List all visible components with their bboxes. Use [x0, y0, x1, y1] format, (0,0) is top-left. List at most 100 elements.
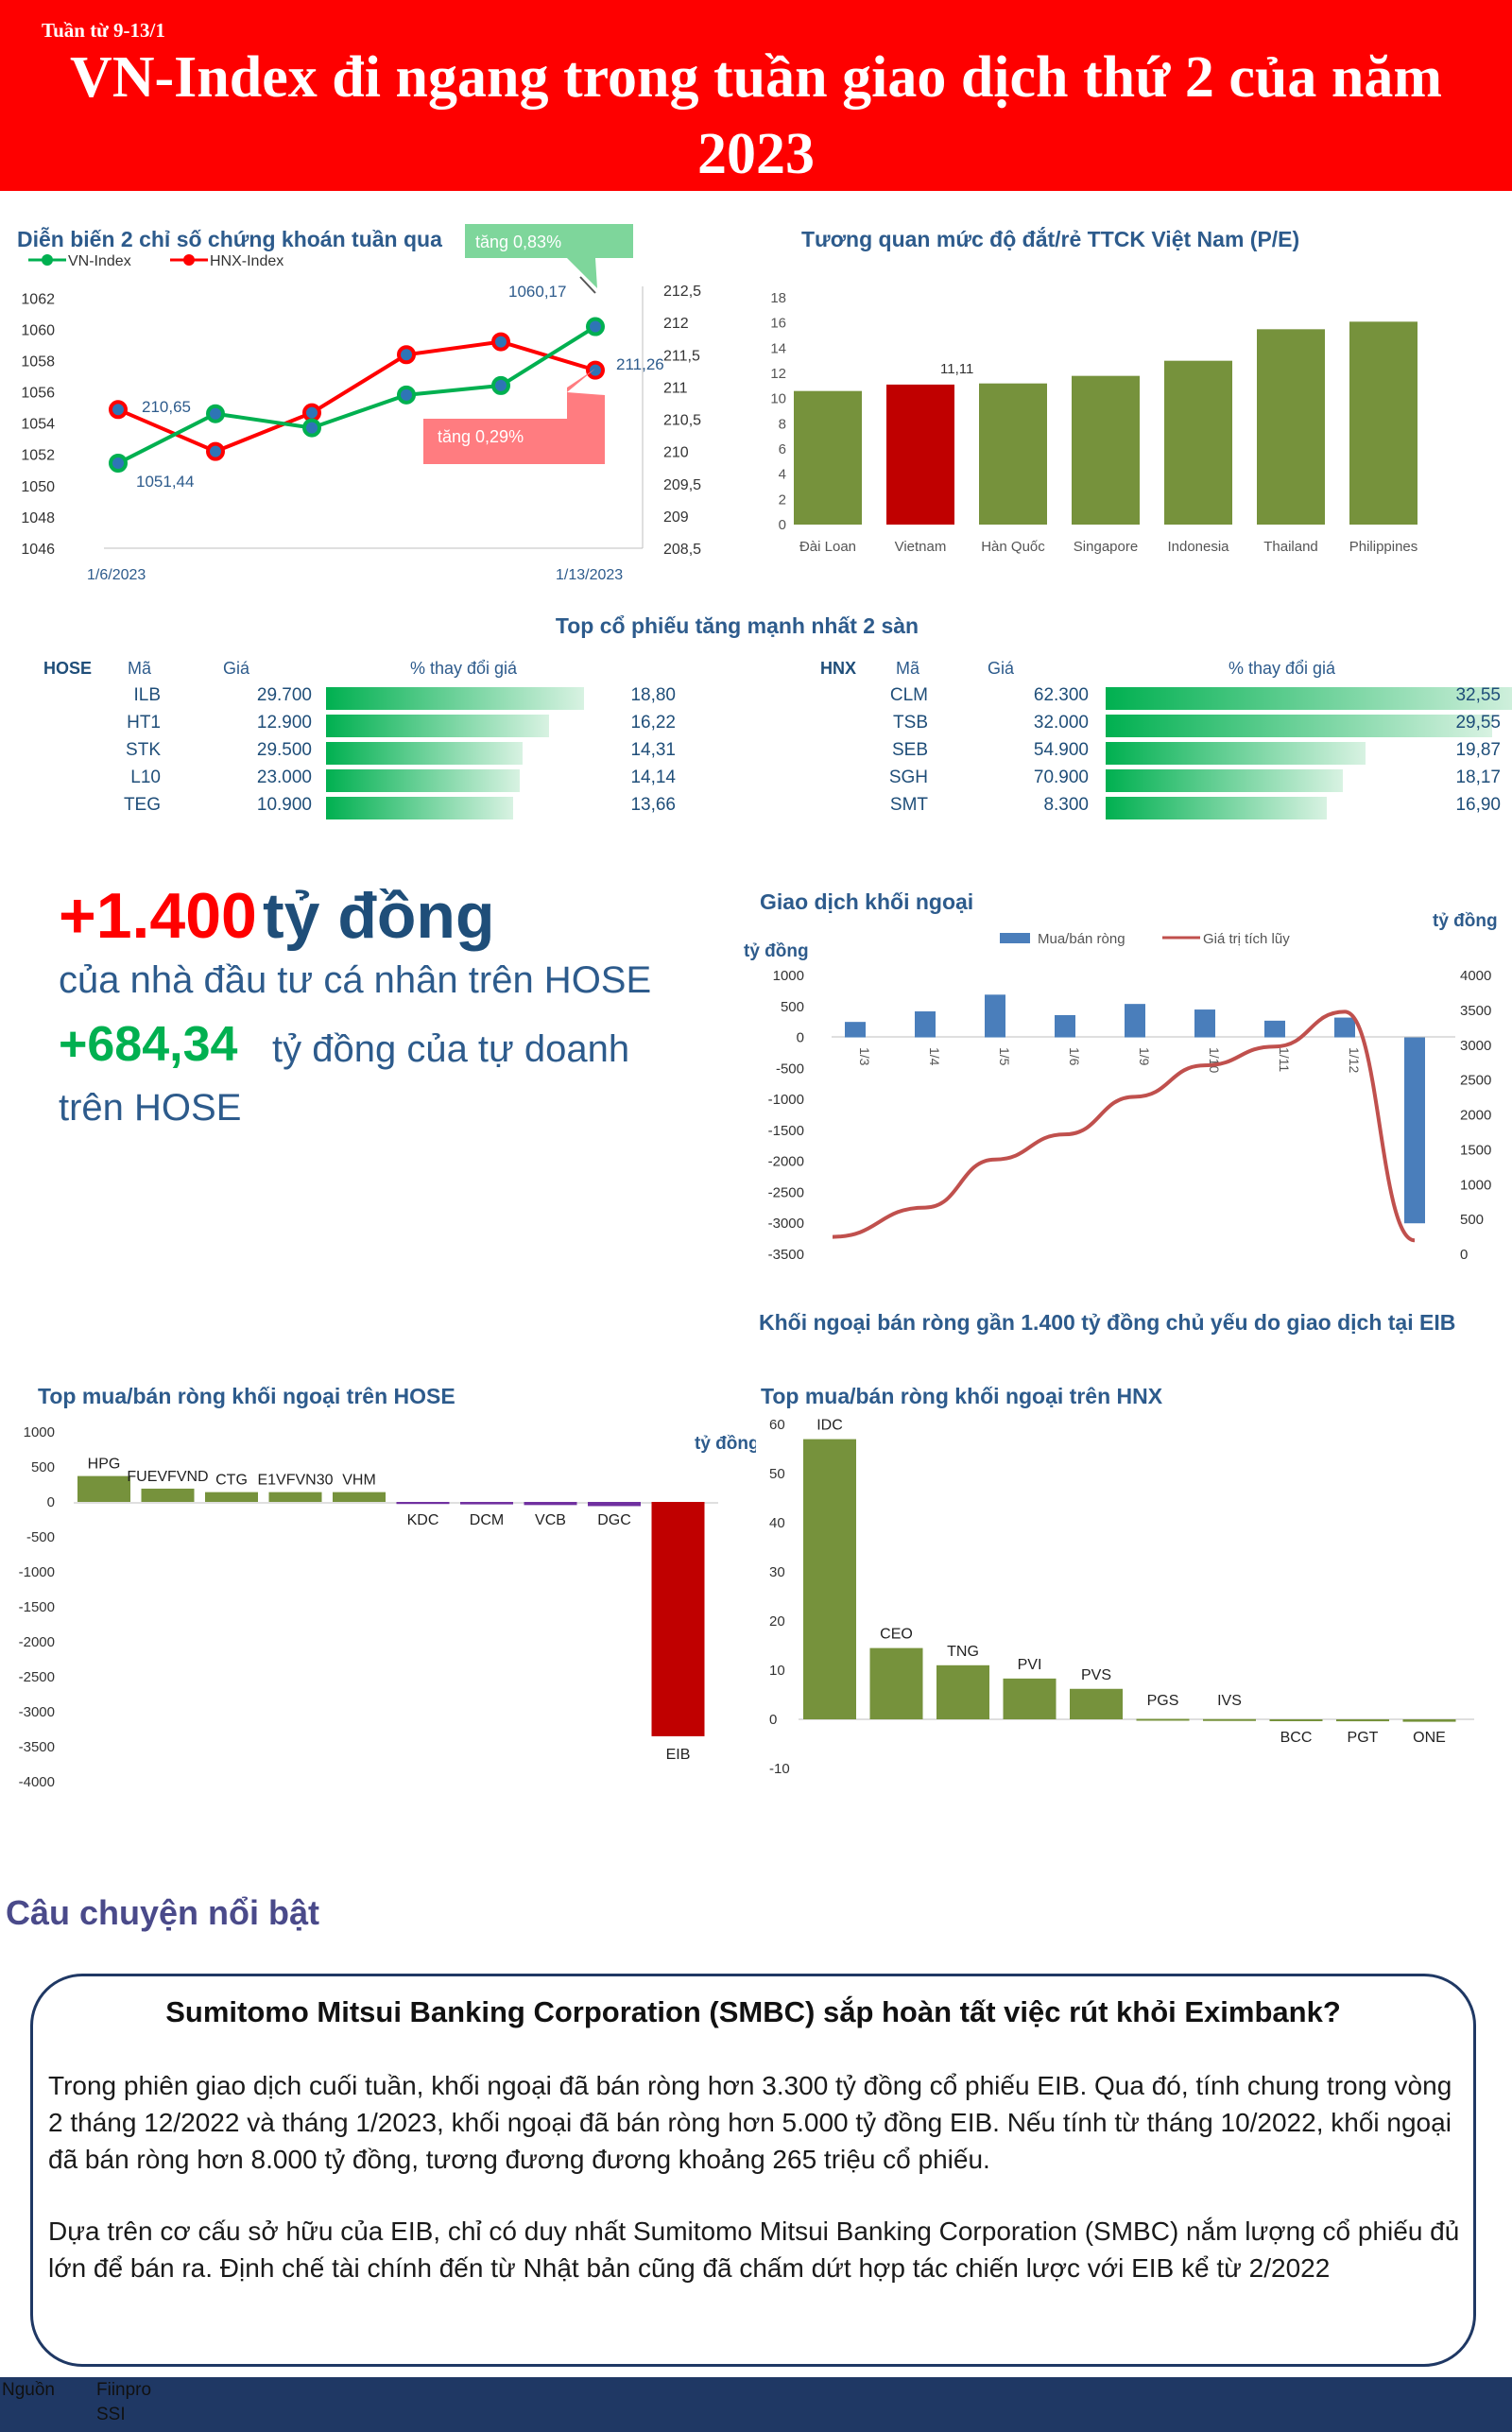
hnx-foreign-bar-ONE: [1402, 1719, 1456, 1722]
hose-foreign-label: EIB: [666, 1747, 691, 1763]
pe-category-label: Indonesia: [1167, 539, 1229, 555]
right-tick-label: 209,5: [663, 477, 701, 493]
hose-foreign-bar-DCM: [460, 1502, 513, 1505]
hnx-foreign-bar-PVI: [1003, 1678, 1057, 1719]
hnx-foreign-label: TNG: [947, 1644, 979, 1660]
hose-foreign-bar-FUEVFVND: [141, 1488, 195, 1502]
story-title: Sumitomo Mitsui Banking Corporation (SMB…: [165, 1995, 1341, 2028]
hnx-point: [302, 403, 321, 423]
hose-foreign-bar-VHM: [333, 1492, 386, 1502]
hose-foreign-tick: -2000: [19, 1634, 55, 1650]
left-tick-label: 1056: [21, 386, 55, 402]
hnx-col-change: % thay đổi giá: [1228, 659, 1336, 678]
hnx-foreign-bars: IDC CEO TNG PVI PVS PGS IVS BCC PGT ONE: [803, 1418, 1456, 1746]
gainer-row: L10 23.000 14,14: [38, 768, 676, 794]
legend-line-label: Giá trị tích lũy: [1203, 931, 1290, 947]
hnx-callout-box: [423, 369, 605, 464]
vn-callout-text: tăng 0,83%: [475, 233, 561, 251]
foreign-right-ticks: 4000 3500 3000 2500 2000 1500 1000 500 0: [1460, 968, 1491, 1263]
gainer-bar: [326, 742, 523, 765]
foreign-right-tick: 0: [1460, 1247, 1468, 1263]
gainer-code: SMT: [889, 795, 928, 815]
gainer-row: TSB 32.000 29,55: [803, 713, 1512, 739]
foreign-date-label: 1/9: [1137, 1047, 1152, 1066]
pe-tick-label: 16: [770, 316, 786, 332]
gainer-bar: [1106, 797, 1327, 819]
title-banner: [0, 0, 1512, 191]
gainer-row: SEB 54.900 19,87: [803, 740, 1512, 767]
foreign-date-label: 1/3: [857, 1047, 872, 1066]
top-gainers-section: Top cổ phiếu tăng mạnh nhất 2 sàn HOSE M…: [0, 610, 1512, 827]
pe-bar-Thailand: [1257, 329, 1325, 525]
story-paragraph-2: Dựa trên cơ cấu sở hữu của EIB, chỉ có d…: [48, 2216, 1460, 2283]
vn-point: [491, 375, 510, 395]
story-paragraph-1: Trong phiên giao dịch cuối tuần, khối ng…: [48, 2071, 1452, 2174]
foreign-bar: [1125, 1004, 1145, 1038]
hose-foreign-bar-E1VFVN30: [268, 1492, 322, 1502]
gainer-bar: [1106, 742, 1366, 765]
hose-foreign-tick: -1000: [19, 1564, 55, 1580]
vn-point: [397, 385, 416, 405]
pe-category-label: Vietnam: [895, 539, 947, 555]
gainer-code: ILB: [133, 685, 161, 705]
pe-bar-Vietnam: [886, 384, 954, 525]
source-label: Nguồn: [2, 2380, 55, 2400]
gainer-price: 29.700: [256, 685, 312, 705]
pe-tick-label: 8: [779, 416, 786, 432]
hose-foreign-tick: 1000: [24, 1424, 55, 1440]
hnx-foreign-label: PGS: [1147, 1693, 1179, 1709]
hnx-foreign-chart: Top mua/bán ròng khối ngoại trên HNX 60 5…: [761, 1384, 1474, 1777]
foreign-date-label: 1/6: [1067, 1047, 1082, 1066]
hose-foreign-label: E1VFVN30: [257, 1473, 333, 1489]
foreign-left-tick: -2000: [768, 1154, 804, 1170]
hnx-foreign-label: CEO: [880, 1627, 913, 1643]
gainer-pct: 16,90: [1455, 795, 1501, 815]
source-ssi: SSI: [96, 2405, 126, 2424]
foreign-right-tick: 500: [1460, 1212, 1484, 1228]
legend-hnx-label: HNX-Index: [210, 253, 284, 269]
foreign-right-tick: 4000: [1460, 968, 1491, 984]
hose-foreign-label: DCM: [470, 1512, 504, 1528]
hnx-foreign-tick: 0: [769, 1712, 777, 1728]
gainer-pct: 14,31: [630, 740, 676, 760]
gainer-row: TEG 10.900 13,66: [38, 795, 676, 821]
hose-foreign-tick: -2500: [19, 1669, 55, 1685]
gainer-row: CLM 62.300 32,55: [803, 685, 1512, 712]
gainer-bar: [326, 715, 549, 737]
hnx-last-label: 211,26: [616, 355, 664, 373]
story-box: Sumitomo Mitsui Banking Corporation (SMB…: [30, 1974, 1476, 2367]
gainer-price: 10.900: [256, 795, 312, 815]
gainer-row: SMT 8.300 16,90: [803, 795, 1512, 821]
hose-foreign-tick: -3500: [19, 1739, 55, 1755]
gainer-pct: 18,17: [1455, 768, 1501, 787]
gainer-price: 23.000: [256, 768, 312, 787]
pe-bar-Singapore: [1072, 375, 1140, 525]
hose-foreign-bars: HPG FUEVFVND CTG E1VFVN30 VHM KDC DCM VCB DGC EIB: [77, 1457, 705, 1763]
hnx-foreign-bar-PGS: [1136, 1718, 1190, 1721]
foreign-bar: [1334, 1017, 1355, 1038]
hose-foreign-bar-DGC: [588, 1502, 641, 1507]
foreign-date-label: 1/4: [927, 1047, 942, 1066]
pe-tick-label: 2: [779, 492, 786, 508]
hnx-foreign-ticks: 60 50 40 30 20 10 0 -10: [769, 1417, 790, 1777]
gainer-row: STK 29.500 14,31: [38, 740, 676, 767]
vn-callout-arrow: [579, 276, 596, 294]
foreign-date-labels: 1/3 1/4 1/5 1/6 1/9 1/10 1/11 1/12: [857, 1047, 1362, 1073]
pe-tick-label: 18: [770, 290, 786, 306]
gainer-price: 32.000: [1033, 713, 1089, 733]
source-fiinpro: Fiinpro: [96, 2380, 152, 2400]
left-tick-label: 1052: [21, 448, 55, 464]
hose-foreign-tick: -3000: [19, 1704, 55, 1720]
x-start-label: 1/6/2023: [87, 567, 146, 583]
foreign-left-ticks: 1000 500 0 -500 -1000 -1500 -2000 -2500 -3000 -35…: [768, 968, 804, 1263]
hnx-foreign-label: ONE: [1413, 1730, 1446, 1746]
gainer-price: 54.900: [1033, 740, 1089, 760]
hose-foreign-ticks: 1000 500 0 -500 -1000 -1500 -2000 -2500 -3000 -35…: [19, 1424, 55, 1790]
pe-category-label: Hàn Quốc: [981, 539, 1045, 555]
pe-tick-label: 6: [779, 441, 786, 457]
gainer-pct: 32,55: [1455, 685, 1501, 705]
hose-col-change: % thay đổi giá: [410, 659, 518, 678]
x-end-label: 1/13/2023: [556, 567, 623, 583]
hnx-point: [206, 441, 225, 461]
hnx-foreign-label: BCC: [1280, 1730, 1313, 1746]
